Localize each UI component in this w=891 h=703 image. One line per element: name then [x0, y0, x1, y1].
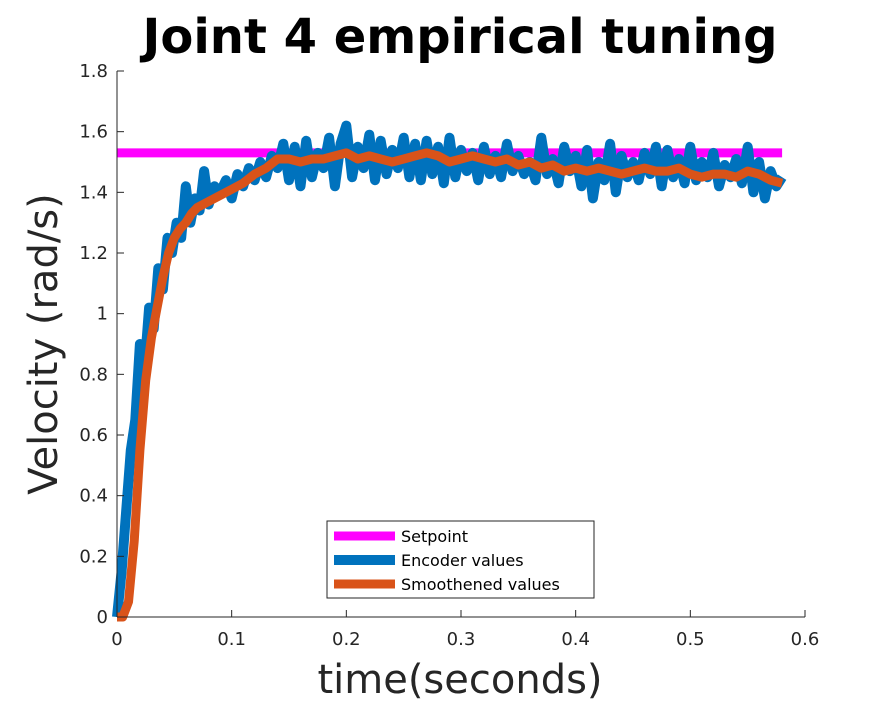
- tick-marks: 0 0.1 0.2 0.3 0.4 0.5 0.6 0 0.2 0.4 0.6 0.8 1 1.2 1.4 1…: [79, 61, 819, 650]
- y-tick-label: 1.2: [79, 243, 108, 264]
- x-tick-label: 0.6: [791, 629, 820, 650]
- legend: Setpoint Encoder values Smoothened values: [326, 520, 595, 599]
- x-tick-label: 0: [111, 629, 122, 650]
- y-tick-label: 1.8: [79, 61, 108, 82]
- x-tick-label: 0.1: [217, 629, 246, 650]
- legend-label: Setpoint: [401, 527, 468, 546]
- x-tick-label: 0.3: [447, 629, 476, 650]
- y-tick-label: 1: [97, 304, 108, 325]
- y-tick-label: 0.6: [79, 425, 108, 446]
- x-tick-label: 0.4: [561, 629, 590, 650]
- y-tick-label: 0.8: [79, 364, 108, 385]
- y-tick-label: 1.4: [79, 182, 108, 203]
- y-axis-label: Velocity (rad/s): [21, 193, 67, 495]
- y-tick-label: 0: [97, 607, 108, 628]
- legend-label: Smoothened values: [401, 575, 560, 594]
- y-tick-label: 1.6: [79, 122, 108, 143]
- y-tick-label: 0.2: [79, 546, 108, 567]
- x-tick-label: 0.2: [332, 629, 361, 650]
- legend-label: Encoder values: [401, 551, 524, 570]
- x-tick-label: 0.5: [676, 629, 705, 650]
- x-axis-label: time(seconds): [317, 657, 602, 703]
- series-line-3: [117, 148, 784, 622]
- chart-title: Joint 4 empirical tuning: [139, 9, 777, 65]
- y-tick-label: 0.4: [79, 486, 108, 507]
- series-lines: [112, 120, 787, 622]
